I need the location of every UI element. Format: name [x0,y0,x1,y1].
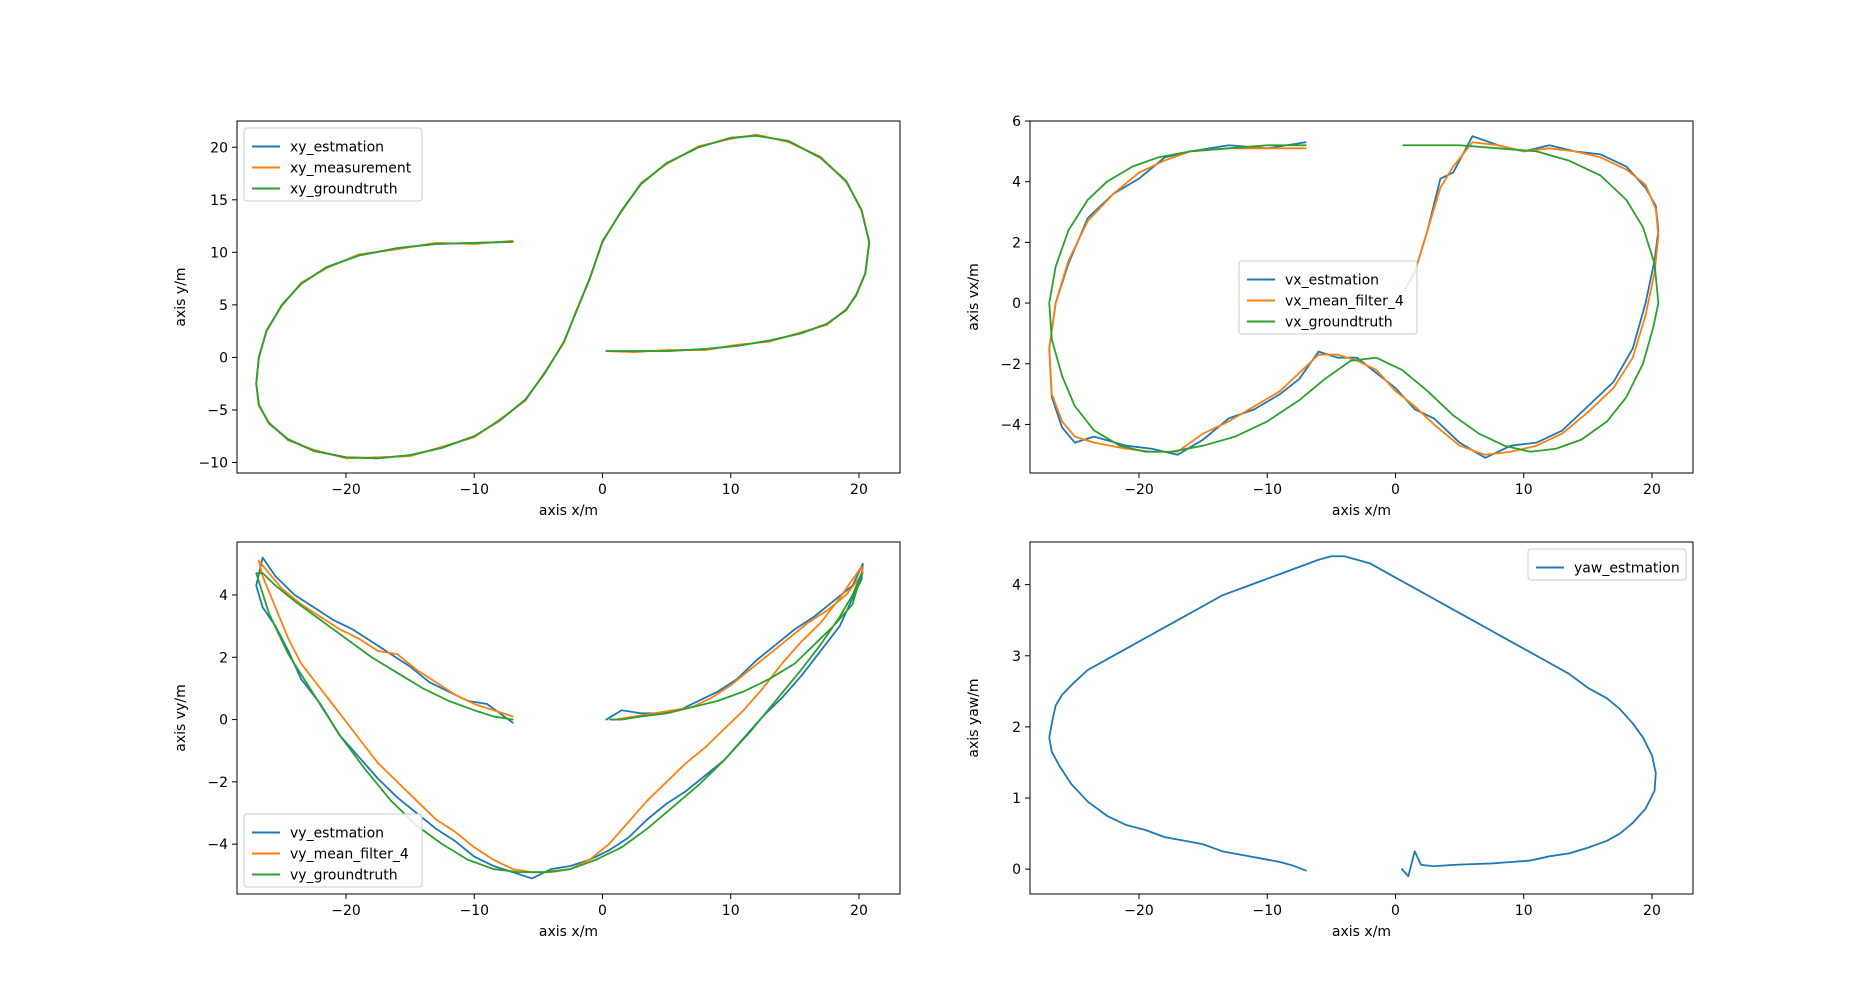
x-tick-label: −20 [331,903,361,919]
subplot-xy: −20 −10 0 10 20 −10 −5 0 5 10 15 20 axis x/m axis y/m… [173,120,901,519]
x-tick-label: 20 [1643,903,1661,919]
series-line-vx-mean-filter-4 [1048,141,1660,456]
x-tick-label: 10 [722,903,740,919]
y-tick-label: 0 [219,350,228,366]
legend-box [243,813,423,888]
y-axis-label: axis y/m [173,267,189,326]
y-tick-label: 10 [210,245,228,261]
plot-area [1048,135,1660,459]
legend-label: xy_estmation [290,140,384,156]
y-axis-label: axis yaw/m [966,678,982,757]
x-tick-label: −10 [459,482,489,498]
y-tick-label: 15 [210,193,228,209]
x-tick-label: 20 [850,482,868,498]
subplot-yaw: −20 −10 0 10 20 0 1 2 3 4 axis x/m axis yaw/m yaw_es… [966,541,1694,940]
axes-frame [236,120,901,474]
legend-label: vy_estmation [290,826,384,842]
y-tick-label: 2 [1012,720,1021,736]
x-tick-label: 0 [1391,903,1400,919]
legend-label: vx_mean_filter_4 [1285,294,1404,310]
legend: vx_estmation vx_mean_filter_4 vx_groundtru… [1238,260,1418,335]
legend: yaw_estmation [1527,548,1687,581]
x-tick-label: −10 [1252,482,1282,498]
y-tick-label: 20 [210,140,228,156]
axes-frame [1029,541,1694,895]
legend-label: vy_mean_filter_4 [290,847,409,863]
plot-area [255,133,871,460]
x-tick-label: −10 [1252,903,1282,919]
legend-box [1238,260,1418,335]
y-tick-label: 0 [1012,296,1021,312]
x-axis-label: axis x/m [1332,503,1391,519]
legend-box [243,127,423,202]
y-tick-label: 0 [219,713,228,729]
y-tick-label: 2 [1012,235,1021,251]
y-tick-label: −4 [207,837,228,853]
legend-label: yaw_estmation [1574,561,1680,577]
plot-area [255,556,864,880]
x-tick-label: 0 [598,903,607,919]
legend: xy_estmation xy_measurement xy_groundtruth [243,127,423,202]
y-tick-label: 0 [1012,862,1021,878]
y-tick-label: −4 [1000,417,1021,433]
series-line-xy-groundtruth [255,134,871,460]
y-tick-label: 6 [1012,114,1021,130]
y-tick-label: 4 [1012,175,1021,191]
x-tick-label: 20 [850,903,868,919]
series-line-vy-groundtruth [255,572,863,874]
y-tick-label: −10 [198,455,228,471]
legend-label: xy_measurement [290,161,412,177]
y-axis-label: axis vx/m [966,263,982,330]
series-line-vx-groundtruth [1048,144,1660,453]
x-tick-label: 10 [722,482,740,498]
legend-label: vx_groundtruth [1285,315,1393,331]
y-tick-label: 4 [1012,578,1021,594]
series-line-yaw-estmation [1048,555,1657,878]
x-tick-label: −20 [1124,482,1154,498]
x-tick-label: 0 [1391,482,1400,498]
y-axis-label: axis vy/m [173,684,189,751]
legend: vy_estmation vy_mean_filter_4 vy_groundtru… [243,813,423,888]
x-axis-label: axis x/m [1332,924,1391,940]
x-tick-label: 0 [598,482,607,498]
y-tick-label: −5 [207,403,228,419]
x-axis-label: axis x/m [539,924,598,940]
legend-label: xy_groundtruth [290,182,398,198]
x-tick-label: −10 [459,903,489,919]
y-tick-label: 4 [219,588,228,604]
x-tick-label: 10 [1515,903,1533,919]
series-line-vy-estmation [255,556,864,880]
y-tick-label: 1 [1012,791,1021,807]
plot-area [1048,555,1657,878]
y-tick-label: 3 [1012,649,1021,665]
y-tick-label: −2 [1000,357,1021,373]
y-tick-label: 5 [219,298,228,314]
legend-label: vy_groundtruth [290,868,398,884]
x-tick-label: −20 [1124,903,1154,919]
y-tick-label: 2 [219,650,228,666]
x-tick-label: 10 [1515,482,1533,498]
axes-frame [236,541,901,895]
axes-frame [1029,120,1694,474]
legend-box [1527,548,1687,581]
y-tick-label: −2 [207,775,228,791]
x-tick-label: −20 [331,482,361,498]
x-tick-label: 20 [1643,482,1661,498]
x-axis-label: axis x/m [539,503,598,519]
legend-label: vx_estmation [1285,273,1379,289]
